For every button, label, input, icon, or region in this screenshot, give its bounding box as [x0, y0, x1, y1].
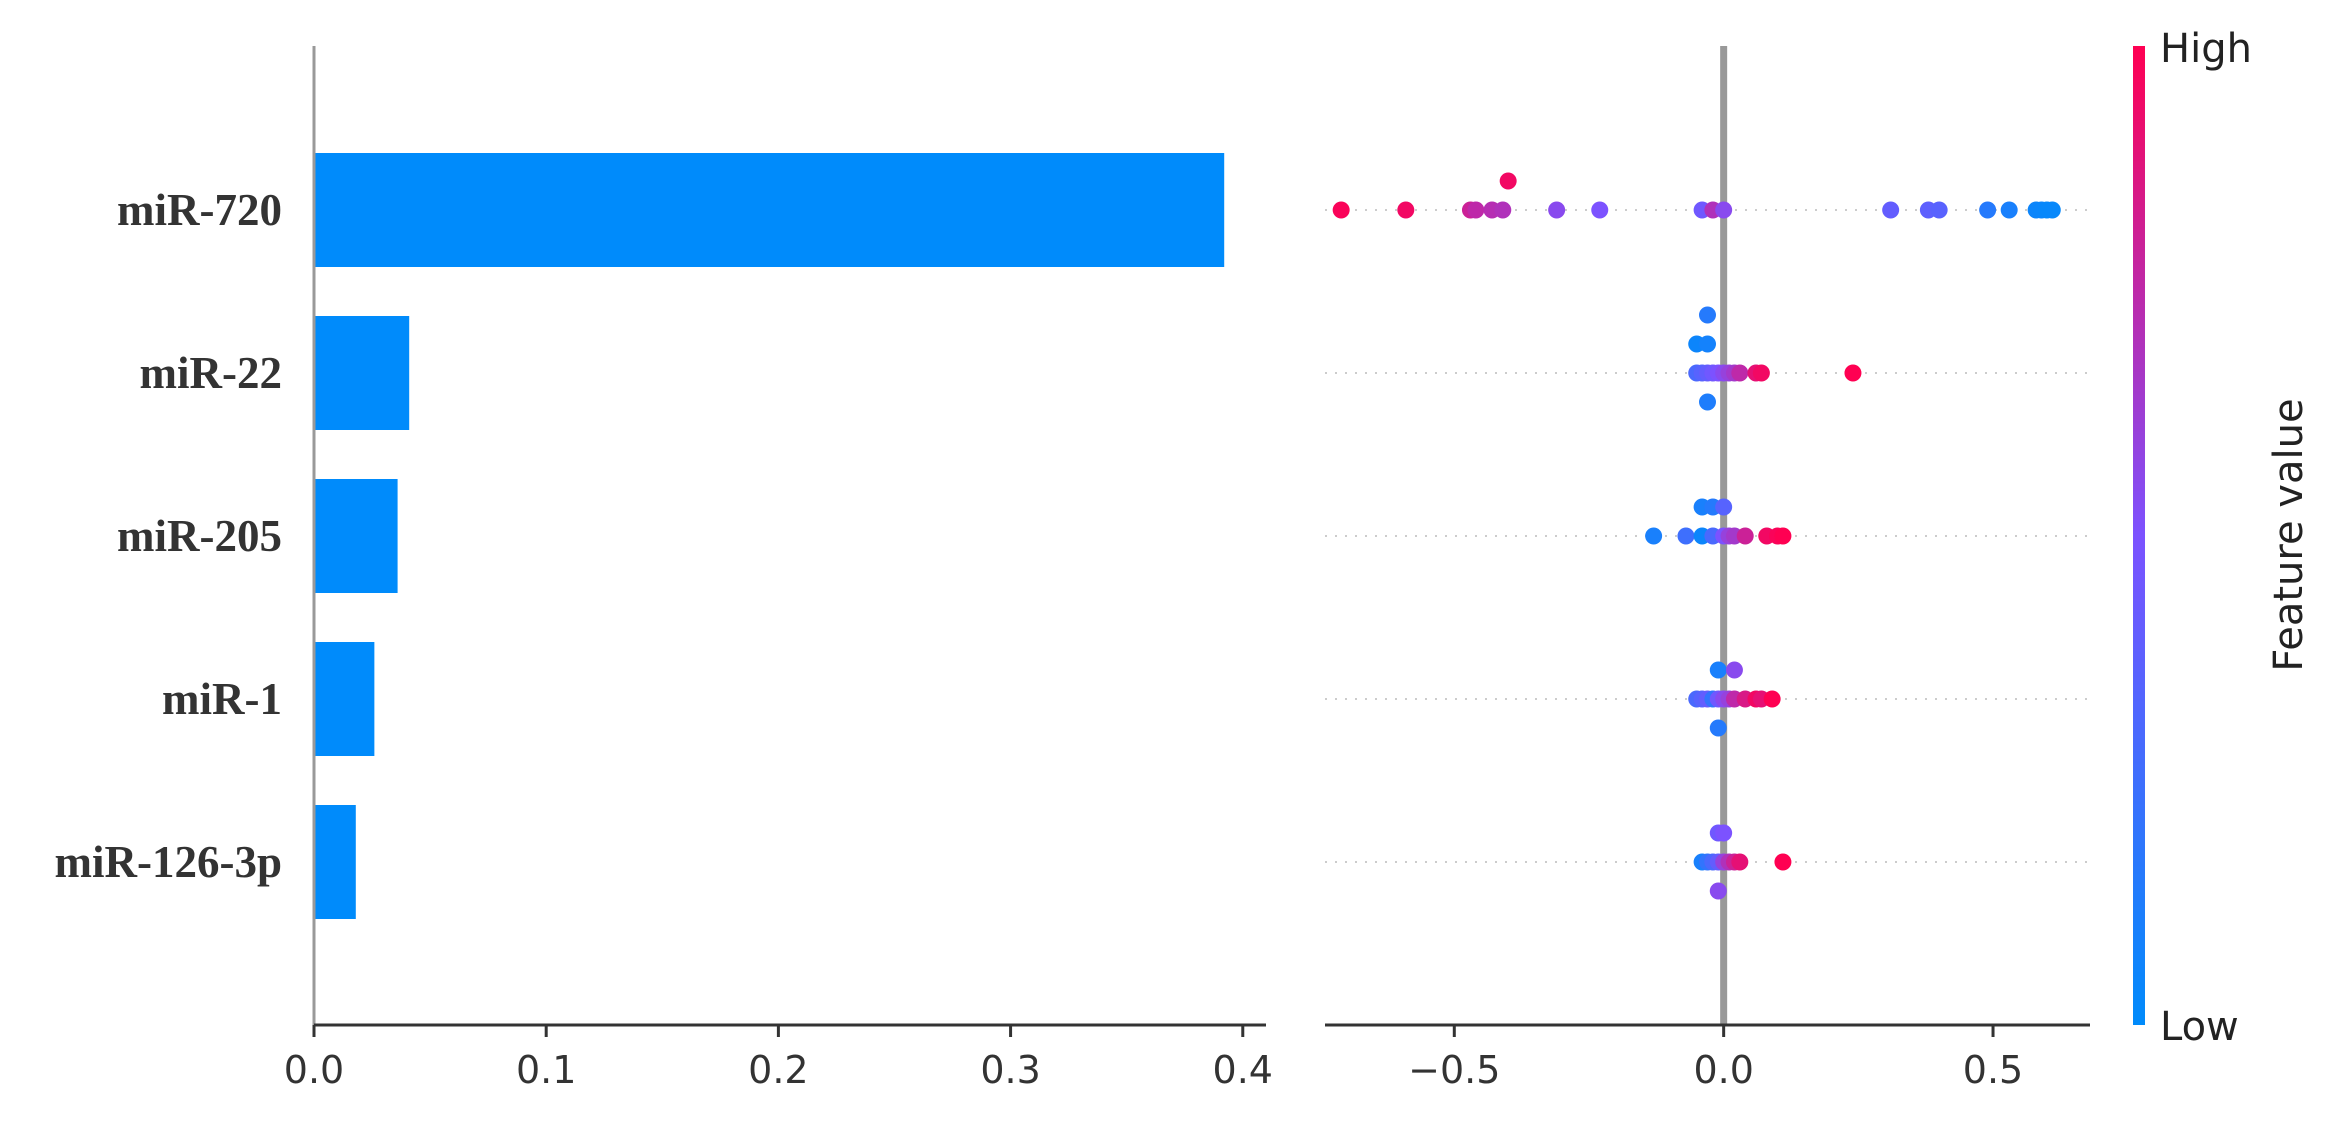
beeswarm-tick-label: 0.0	[1693, 1048, 1753, 1092]
dot-miR-720	[1979, 201, 1997, 219]
dot-miR-720	[1930, 201, 1948, 219]
dot-miR-126-3p	[1715, 824, 1733, 842]
dot-miR-126-3p	[1731, 853, 1749, 871]
bar-x-ticks: 0.0 0.1 0.2 0.3 0.4	[284, 1025, 1273, 1092]
dot-miR-720	[1882, 201, 1900, 219]
colorbar-gradient	[2133, 46, 2145, 1025]
dot-miR-720	[1397, 201, 1415, 219]
dot-miR-126-3p	[1774, 853, 1792, 871]
bar-tick-label: 0.1	[516, 1048, 576, 1092]
dot-miR-22	[1699, 335, 1716, 353]
dot-miR-720	[1332, 201, 1350, 219]
category-label-miR-126-3p: miR-126-3p	[55, 837, 282, 887]
dot-miR-22	[1752, 364, 1770, 382]
dot-miR-205	[1715, 498, 1733, 516]
bar-miR-1	[314, 642, 375, 756]
beeswarm-dots	[1332, 172, 2061, 900]
dot-miR-22	[1699, 306, 1716, 324]
dot-miR-1	[1709, 719, 1727, 737]
dot-miR-205	[1677, 527, 1695, 545]
dot-miR-1	[1725, 661, 1743, 679]
category-label-miR-720: miR-720	[117, 185, 282, 235]
dot-miR-22	[1844, 364, 1862, 382]
dot-miR-720	[1467, 201, 1485, 219]
bar-tick-label: 0.2	[748, 1048, 808, 1092]
dot-miR-720	[1715, 201, 1733, 219]
bar-miR-126-3p	[314, 805, 356, 919]
bar-miR-22	[314, 316, 410, 430]
colorbar-title: Feature value	[2266, 398, 2312, 671]
beeswarm-tick-label: −0.5	[1408, 1048, 1500, 1092]
colorbar: High Low Feature value	[2133, 26, 2312, 1050]
colorbar-high-label: High	[2160, 26, 2252, 72]
dot-miR-205	[1645, 527, 1663, 545]
category-label-miR-205: miR-205	[117, 511, 282, 561]
dot-miR-720	[1591, 201, 1609, 219]
dot-miR-1	[1709, 661, 1727, 679]
dot-miR-720	[2000, 201, 2018, 219]
dot-miR-720	[1548, 201, 1566, 219]
beeswarm-panel: −0.5 0.0 0.5	[1325, 46, 2090, 1092]
dot-miR-126-3p	[1709, 882, 1727, 900]
dot-miR-22	[1699, 393, 1716, 411]
bar-category-labels: miR-720 miR-22 miR-205 miR-1 miR-126-3p	[55, 185, 282, 887]
bar-marks	[314, 153, 1225, 919]
bar-miR-205	[314, 479, 398, 593]
dot-miR-205	[1736, 527, 1754, 545]
beeswarm-x-ticks: −0.5 0.0 0.5	[1408, 1025, 2023, 1092]
dot-miR-720	[1499, 172, 1517, 190]
bar-tick-label: 0.0	[284, 1048, 344, 1092]
category-label-miR-1: miR-1	[162, 674, 282, 724]
bar-tick-label: 0.3	[980, 1048, 1040, 1092]
dot-miR-22	[1731, 364, 1749, 382]
beeswarm-tick-label: 0.5	[1963, 1048, 2023, 1092]
category-label-miR-22: miR-22	[140, 348, 282, 398]
dot-miR-720	[1494, 201, 1512, 219]
bar-miR-720	[314, 153, 1225, 267]
dot-miR-1	[1763, 690, 1781, 708]
dot-miR-205	[1774, 527, 1792, 545]
colorbar-low-label: Low	[2160, 1004, 2239, 1050]
bar-tick-label: 0.4	[1213, 1048, 1273, 1092]
dot-miR-720	[2043, 201, 2061, 219]
